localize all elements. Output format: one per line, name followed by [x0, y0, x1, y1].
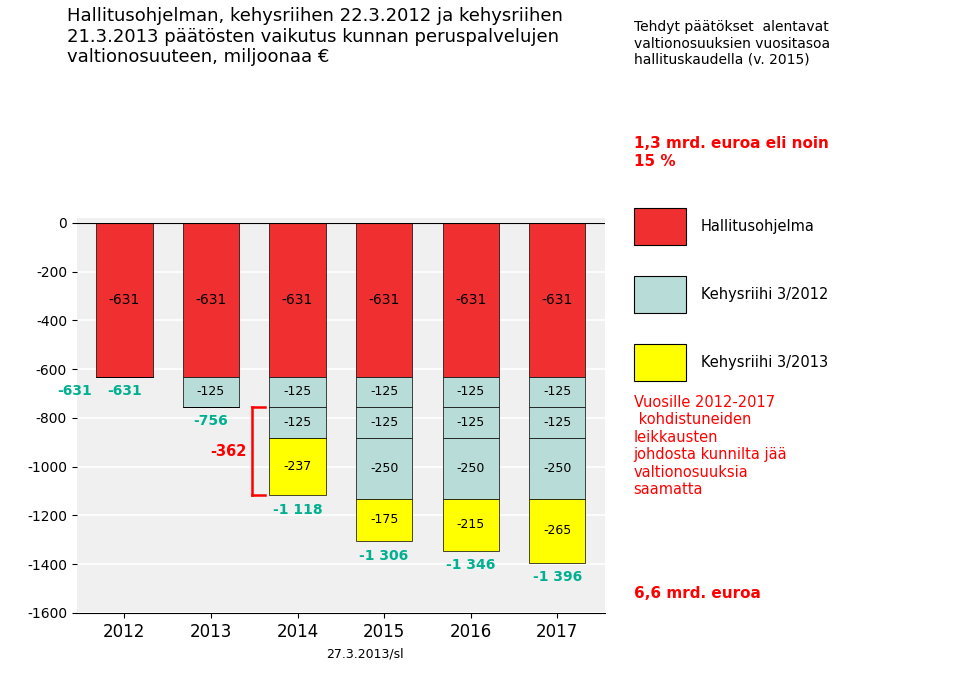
Text: -125: -125	[197, 385, 225, 398]
Bar	[270, 377, 325, 407]
Text: -215: -215	[457, 518, 485, 531]
Text: -265: -265	[543, 524, 571, 537]
Text: Hallitusohjelman, kehysriihen 22.3.2012 ja kehysriihen
21.3.2013 päätösten vaiku: Hallitusohjelman, kehysriihen 22.3.2012 …	[67, 7, 564, 67]
Bar	[356, 223, 412, 377]
Bar	[443, 438, 499, 498]
Text: -250: -250	[370, 462, 398, 475]
Text: -125: -125	[370, 416, 398, 429]
Text: -125: -125	[543, 416, 571, 429]
Bar	[356, 377, 412, 407]
Bar	[356, 498, 412, 541]
Bar	[96, 223, 153, 377]
Text: -631: -631	[195, 293, 227, 306]
Text: -125: -125	[370, 385, 398, 398]
Text: -125: -125	[457, 385, 485, 398]
Text: -125: -125	[457, 416, 485, 429]
Text: 6,6 mrd. euroa: 6,6 mrd. euroa	[634, 586, 760, 601]
Bar	[356, 438, 412, 498]
Bar	[529, 407, 586, 438]
Text: -631: -631	[455, 293, 487, 306]
Bar	[529, 377, 586, 407]
Text: -631: -631	[282, 293, 313, 306]
Text: -631: -631	[58, 384, 92, 398]
Text: Kehysriihi 3/2012: Kehysriihi 3/2012	[701, 287, 828, 302]
Text: -1 346: -1 346	[446, 558, 495, 572]
Text: Vuosille 2012-2017
 kohdistuneiden
leikkausten
johdosta kunnilta jää
valtionosuu: Vuosille 2012-2017 kohdistuneiden leikka…	[634, 395, 787, 497]
Text: Kehysriihi 3/2013: Kehysriihi 3/2013	[701, 355, 828, 370]
Bar	[182, 223, 239, 377]
Text: -631: -631	[108, 293, 140, 306]
Bar	[182, 377, 239, 407]
Text: -250: -250	[543, 462, 571, 475]
Text: 27.3.2013/sl: 27.3.2013/sl	[326, 648, 403, 661]
Bar	[529, 438, 586, 498]
Bar	[270, 438, 325, 495]
Bar	[443, 223, 499, 377]
Text: -631: -631	[541, 293, 573, 306]
Bar	[443, 498, 499, 551]
Text: Hallitusohjelma: Hallitusohjelma	[701, 219, 815, 234]
Text: -125: -125	[283, 416, 312, 429]
Bar	[529, 498, 586, 563]
Text: -631: -631	[107, 384, 142, 398]
Text: -631: -631	[369, 293, 399, 306]
Text: -175: -175	[370, 513, 398, 526]
Text: -250: -250	[456, 462, 485, 475]
Text: 1,3 mrd. euroa eli noin
15 %: 1,3 mrd. euroa eli noin 15 %	[634, 136, 828, 169]
Text: -237: -237	[283, 460, 312, 473]
Text: -1 396: -1 396	[533, 571, 582, 584]
Bar	[270, 407, 325, 438]
Text: -1 306: -1 306	[359, 548, 409, 563]
Bar	[529, 223, 586, 377]
Text: -362: -362	[210, 444, 247, 459]
Bar	[443, 377, 499, 407]
Text: Tehdyt päätökset  alentavat
valtionosuuksien vuositasoa
hallituskaudella (v. 201: Tehdyt päätökset alentavat valtionosuuks…	[634, 20, 829, 67]
Bar	[443, 407, 499, 438]
Text: -1 118: -1 118	[273, 503, 323, 517]
Bar	[356, 407, 412, 438]
Bar	[270, 223, 325, 377]
Text: -756: -756	[194, 415, 228, 428]
Text: -125: -125	[283, 385, 312, 398]
Text: -125: -125	[543, 385, 571, 398]
